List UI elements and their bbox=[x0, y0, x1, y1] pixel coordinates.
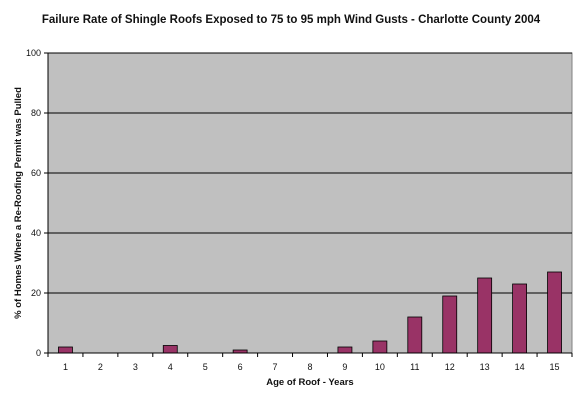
x-tick-label: 6 bbox=[238, 362, 243, 372]
y-axis-label: % of Homes Where a Re-Roofing Permit was… bbox=[13, 87, 24, 319]
x-tick-label: 14 bbox=[515, 362, 525, 372]
x-tick-label: 10 bbox=[375, 362, 385, 372]
x-tick-label: 12 bbox=[445, 362, 455, 372]
x-tick-label: 7 bbox=[273, 362, 278, 372]
bar-9 bbox=[337, 346, 353, 354]
plot-area bbox=[47, 52, 573, 354]
y-axis: 0 20 40 60 80 100 bbox=[26, 48, 49, 358]
x-tick-label: 4 bbox=[168, 362, 173, 372]
bar-13 bbox=[477, 277, 493, 354]
x-tick-label: 9 bbox=[342, 362, 347, 372]
y-tick-label: 60 bbox=[31, 168, 41, 178]
x-tick-label: 2 bbox=[98, 362, 103, 372]
bar-11 bbox=[407, 316, 423, 354]
bar-10 bbox=[372, 340, 388, 354]
bar-14 bbox=[512, 283, 527, 354]
x-axis-label: Age of Roof - Years bbox=[266, 377, 353, 388]
x-tick-label: 5 bbox=[203, 362, 208, 372]
y-tick-label: 80 bbox=[31, 108, 41, 118]
x-tick-label: 11 bbox=[410, 362, 419, 372]
y-tick-label: 20 bbox=[31, 288, 41, 298]
y-tick-label: 100 bbox=[26, 48, 41, 58]
x-tick-label: 13 bbox=[480, 362, 490, 372]
x-axis: 1 2 3 4 5 6 7 8 9 10 11 12 13 14 15 bbox=[47, 352, 573, 372]
bar-1 bbox=[58, 346, 73, 354]
y-tick-label: 0 bbox=[36, 348, 41, 358]
x-tick-label: 1 bbox=[63, 362, 68, 372]
chart-title: Failure Rate of Shingle Roofs Exposed to… bbox=[42, 14, 541, 26]
y-tick-label: 40 bbox=[31, 228, 41, 238]
bar-12 bbox=[442, 295, 458, 354]
x-tick-label: 8 bbox=[307, 362, 312, 372]
x-tick-label: 15 bbox=[550, 362, 560, 372]
bar-4 bbox=[162, 345, 178, 354]
bar-15 bbox=[547, 271, 562, 354]
x-tick-label: 3 bbox=[133, 362, 138, 372]
bars bbox=[58, 271, 562, 354]
